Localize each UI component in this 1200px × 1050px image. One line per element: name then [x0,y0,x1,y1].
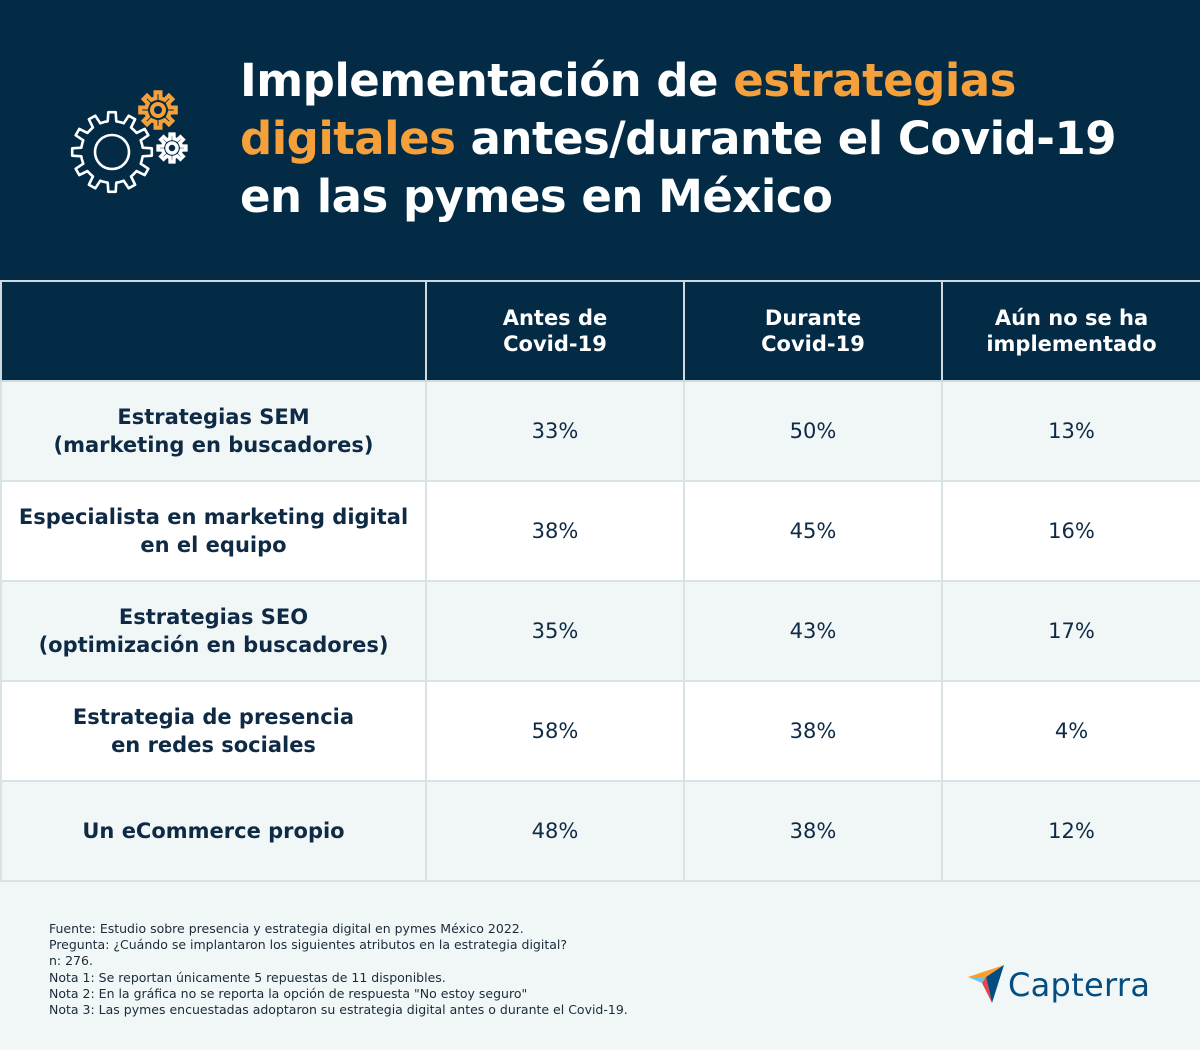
table-cell: 38% [683,680,943,782]
gears-icon [70,90,188,194]
table-cell: 45% [683,480,943,582]
column-header-durante: Durante Covid-19 [683,280,943,382]
column-header-antes: Antes de Covid-19 [425,280,685,382]
table-cell: 48% [425,780,685,882]
table-row: Estrategia de presencia en redes sociale… [0,680,1200,782]
header-banner: Implementación de estrategias digitales a… [0,0,1200,280]
column-header [0,280,427,382]
source-notes: Fuente: Estudio sobre presencia y estrat… [49,921,809,1018]
table-cell: 4% [941,680,1200,782]
table-cell: 50% [683,380,943,482]
row-label: Especialista en marketing digital en el … [0,480,427,582]
table-cell: 17% [941,580,1200,682]
table-cell: 16% [941,480,1200,582]
note-line: Nota 2: En la gráfica no se reporta la o… [49,985,528,1001]
table-cell: 33% [425,380,685,482]
table-row: Estrategias SEM (marketing en buscadores… [0,380,1200,482]
table-cell: 58% [425,680,685,782]
table-row: Estrategias SEO (optimización en buscado… [0,580,1200,682]
table-cell: 35% [425,580,685,682]
note-line: Nota 1: Se reportan únicamente 5 repuest… [49,969,446,985]
page-title: Implementación de estrategias digitales a… [240,54,1117,223]
table-cell: 43% [683,580,943,682]
table-cell: 38% [683,780,943,882]
capterra-logo: Capterra [966,963,1166,1007]
table-header-row: Antes de Covid-19 Durante Covid-19 Aún n… [0,280,1200,382]
row-label: Un eCommerce propio [0,780,427,882]
note-line: Fuente: Estudio sobre presencia y estrat… [49,921,524,936]
table-cell: 38% [425,480,685,582]
table-row: Un eCommerce propio 48% 38% 12% [0,780,1200,882]
table-cell: 13% [941,380,1200,482]
note-line: Nota 3: Las pymes encuestadas adoptaron … [49,1002,628,1018]
row-label: Estrategias SEO (optimización en buscado… [0,580,427,682]
capterra-logo-text: Capterra [1008,966,1151,1004]
table-cell: 12% [941,780,1200,882]
column-header-no-implementado: Aún no se ha implementado [941,280,1200,382]
note-line: n: 276. [49,953,93,969]
row-label: Estrategias SEM (marketing en buscadores… [0,380,427,482]
row-label: Estrategia de presencia en redes sociale… [0,680,427,782]
note-line: Pregunta: ¿Cuándo se implantaron los sig… [49,937,567,953]
capterra-logo-icon [968,965,1004,1003]
data-table: Antes de Covid-19 Durante Covid-19 Aún n… [0,280,1200,882]
table-row: Especialista en marketing digital en el … [0,480,1200,582]
